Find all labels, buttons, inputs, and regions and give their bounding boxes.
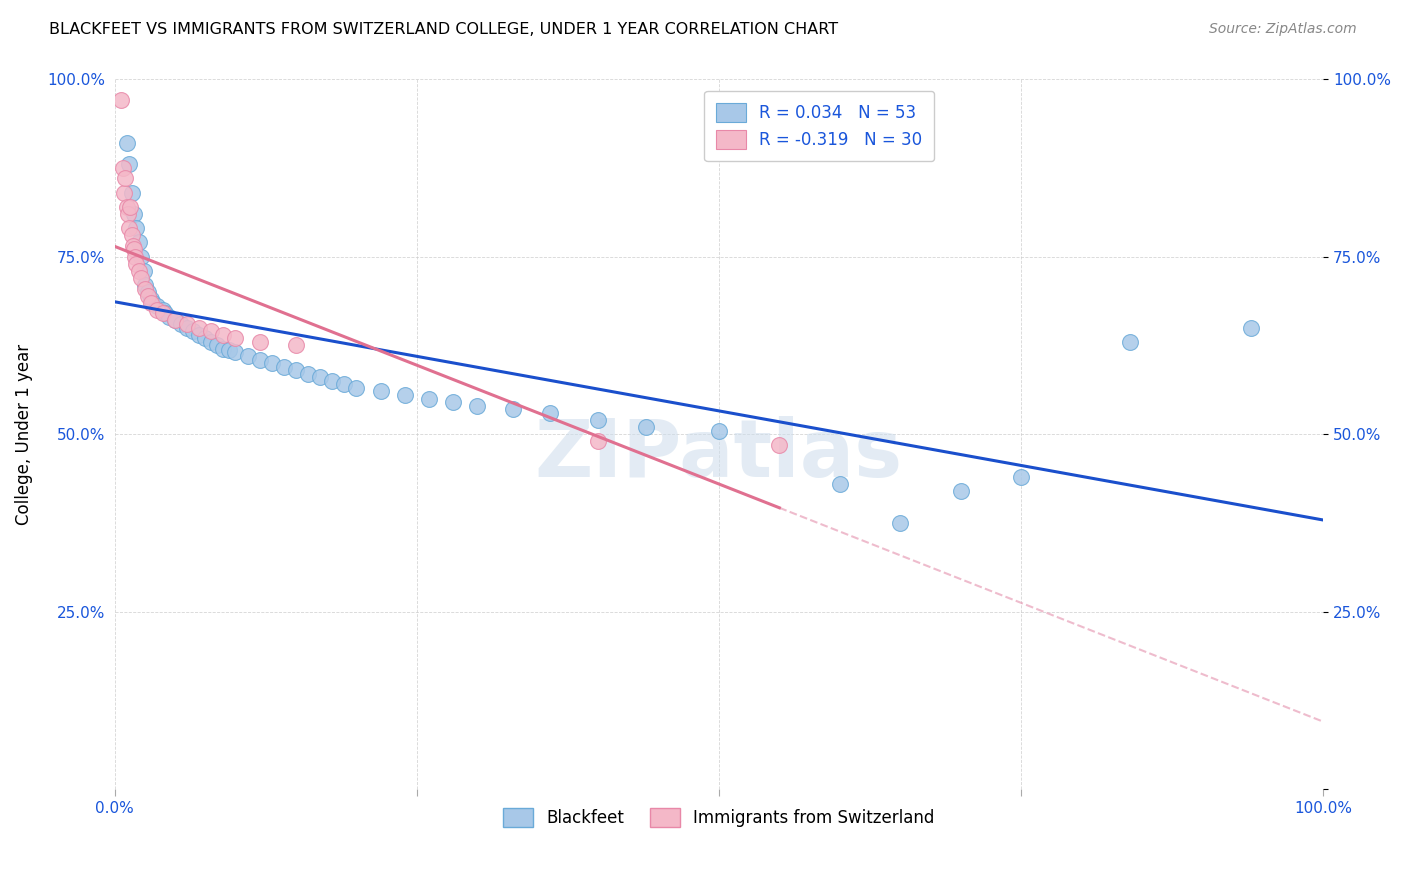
Point: [273, 359, 295, 374]
Point: [112, 161, 135, 175]
Point: [586, 413, 609, 427]
Point: [128, 264, 150, 278]
Point: [284, 363, 307, 377]
Point: [188, 320, 211, 334]
Legend: Blackfeet, Immigrants from Switzerland: Blackfeet, Immigrants from Switzerland: [496, 802, 941, 834]
Point: [1240, 320, 1263, 334]
Point: [309, 370, 332, 384]
Point: [132, 264, 155, 278]
Point: [142, 295, 165, 310]
Point: [163, 313, 186, 327]
Point: [465, 399, 488, 413]
Point: [125, 257, 148, 271]
Point: [176, 320, 198, 334]
Point: [112, 186, 135, 200]
Point: [344, 381, 367, 395]
Point: [1119, 334, 1142, 349]
Point: [120, 200, 142, 214]
Point: [636, 420, 658, 434]
Point: [441, 395, 464, 409]
Point: [129, 250, 152, 264]
Point: [707, 424, 730, 438]
Point: [828, 476, 851, 491]
Point: [297, 367, 319, 381]
Point: [115, 200, 138, 214]
Point: [121, 239, 143, 253]
Point: [538, 406, 561, 420]
Point: [114, 171, 136, 186]
Y-axis label: College, Under 1 year: College, Under 1 year: [15, 343, 32, 524]
Point: [163, 313, 186, 327]
Point: [249, 334, 271, 349]
Point: [124, 250, 146, 264]
Point: [129, 270, 152, 285]
Point: [128, 235, 150, 250]
Point: [768, 438, 790, 452]
Point: [138, 288, 160, 302]
Text: Source: ZipAtlas.com: Source: ZipAtlas.com: [1209, 22, 1357, 37]
Point: [586, 434, 609, 449]
Point: [134, 281, 156, 295]
Point: [1010, 469, 1032, 483]
Point: [121, 186, 143, 200]
Point: [122, 207, 145, 221]
Point: [110, 93, 132, 107]
Point: [284, 338, 307, 352]
Point: [224, 345, 246, 359]
Text: ZIPatlas: ZIPatlas: [534, 417, 903, 494]
Point: [139, 292, 162, 306]
Point: [218, 343, 240, 358]
Point: [418, 392, 440, 406]
Point: [200, 324, 222, 338]
Point: [321, 374, 343, 388]
Point: [152, 306, 174, 320]
Point: [502, 402, 524, 417]
Point: [181, 324, 204, 338]
Point: [121, 228, 143, 243]
Point: [260, 356, 283, 370]
Point: [122, 243, 145, 257]
Point: [157, 310, 180, 324]
Point: [889, 516, 911, 530]
Point: [117, 207, 139, 221]
Point: [207, 338, 229, 352]
Point: [146, 302, 169, 317]
Point: [146, 299, 169, 313]
Point: [212, 327, 235, 342]
Point: [249, 352, 271, 367]
Point: [194, 331, 217, 345]
Point: [176, 317, 198, 331]
Point: [118, 157, 141, 171]
Point: [139, 295, 162, 310]
Point: [200, 334, 222, 349]
Point: [188, 327, 211, 342]
Point: [394, 388, 416, 402]
Point: [212, 342, 235, 356]
Point: [236, 349, 259, 363]
Point: [333, 377, 356, 392]
Text: BLACKFEET VS IMMIGRANTS FROM SWITZERLAND COLLEGE, UNDER 1 YEAR CORRELATION CHART: BLACKFEET VS IMMIGRANTS FROM SWITZERLAND…: [49, 22, 838, 37]
Point: [118, 221, 141, 235]
Point: [138, 285, 160, 299]
Point: [949, 483, 972, 498]
Point: [152, 302, 174, 317]
Point: [115, 136, 138, 150]
Point: [155, 306, 177, 320]
Point: [170, 317, 193, 331]
Point: [370, 384, 392, 399]
Point: [125, 221, 148, 235]
Point: [134, 277, 156, 292]
Point: [224, 331, 246, 345]
